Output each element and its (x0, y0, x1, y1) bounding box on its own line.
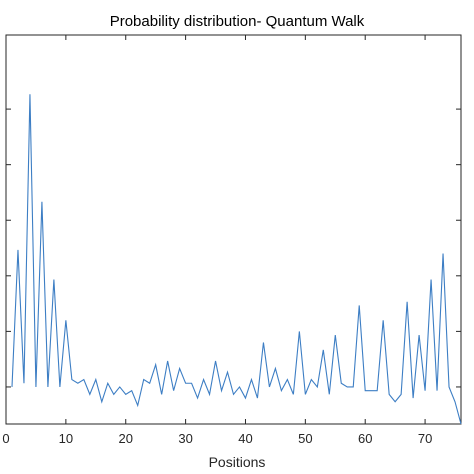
series-line (11, 94, 462, 425)
x-tick-label: 50 (298, 431, 312, 446)
x-tick-label: 10 (59, 431, 73, 446)
x-tick-label: 40 (238, 431, 252, 446)
x-tick-label: 70 (418, 431, 432, 446)
x-tick-label: 20 (119, 431, 133, 446)
axes-box (5, 34, 462, 425)
x-tick-label: 30 (178, 431, 192, 446)
x-axis-label: Positions (209, 454, 266, 470)
x-tick-label: 60 (358, 431, 372, 446)
chart-title: Probability distribution- Quantum Walk (110, 13, 365, 30)
x-tick-label: 0 (2, 431, 9, 446)
plot-area: 0 10 20 30 40 50 60 70 (2, 34, 462, 446)
